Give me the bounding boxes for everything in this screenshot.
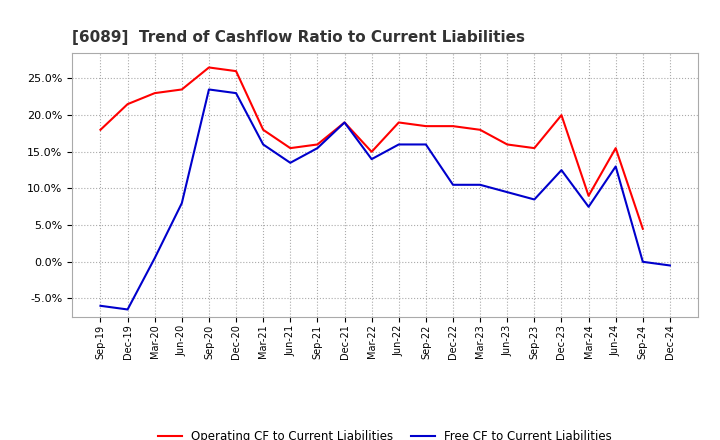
Legend: Operating CF to Current Liabilities, Free CF to Current Liabilities: Operating CF to Current Liabilities, Fre… [153,426,617,440]
Free CF to Current Liabilities [449,182,457,187]
Operating CF to Current Liabilities [286,146,294,151]
Free CF to Current Liabilities [476,182,485,187]
Text: [6089]  Trend of Cashflow Ratio to Current Liabilities: [6089] Trend of Cashflow Ratio to Curren… [72,29,525,45]
Free CF to Current Liabilities [367,157,376,162]
Operating CF to Current Liabilities [584,193,593,198]
Operating CF to Current Liabilities [395,120,403,125]
Operating CF to Current Liabilities [639,226,647,231]
Free CF to Current Liabilities [584,204,593,209]
Free CF to Current Liabilities [232,91,240,96]
Free CF to Current Liabilities [204,87,213,92]
Free CF to Current Liabilities [395,142,403,147]
Operating CF to Current Liabilities [557,113,566,118]
Operating CF to Current Liabilities [341,120,349,125]
Free CF to Current Liabilities [530,197,539,202]
Free CF to Current Liabilities [313,146,322,151]
Operating CF to Current Liabilities [313,142,322,147]
Operating CF to Current Liabilities [503,142,511,147]
Operating CF to Current Liabilities [530,146,539,151]
Free CF to Current Liabilities [503,190,511,195]
Free CF to Current Liabilities [421,142,430,147]
Operating CF to Current Liabilities [259,127,268,132]
Free CF to Current Liabilities [150,256,159,261]
Operating CF to Current Liabilities [150,91,159,96]
Free CF to Current Liabilities [123,307,132,312]
Free CF to Current Liabilities [96,303,105,308]
Operating CF to Current Liabilities [232,69,240,74]
Operating CF to Current Liabilities [96,127,105,132]
Operating CF to Current Liabilities [178,87,186,92]
Free CF to Current Liabilities [611,164,620,169]
Operating CF to Current Liabilities [476,127,485,132]
Free CF to Current Liabilities [178,201,186,206]
Operating CF to Current Liabilities [449,124,457,129]
Operating CF to Current Liabilities [421,124,430,129]
Operating CF to Current Liabilities [611,146,620,151]
Free CF to Current Liabilities [665,263,674,268]
Free CF to Current Liabilities [341,120,349,125]
Free CF to Current Liabilities [286,160,294,165]
Free CF to Current Liabilities [259,142,268,147]
Free CF to Current Liabilities [639,259,647,264]
Free CF to Current Liabilities [557,168,566,173]
Operating CF to Current Liabilities [123,102,132,107]
Line: Free CF to Current Liabilities: Free CF to Current Liabilities [101,89,670,309]
Operating CF to Current Liabilities [204,65,213,70]
Line: Operating CF to Current Liabilities: Operating CF to Current Liabilities [101,67,643,229]
Operating CF to Current Liabilities [367,149,376,154]
